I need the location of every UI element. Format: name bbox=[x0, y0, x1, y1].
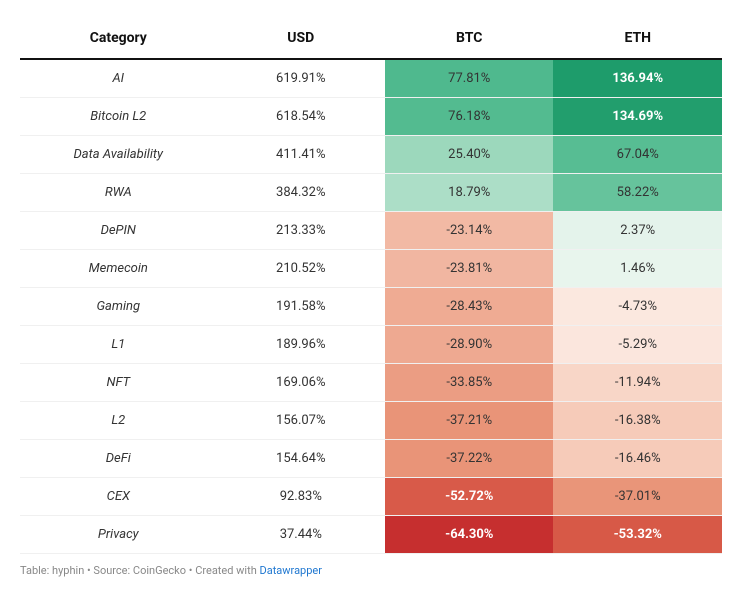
cell-eth: 134.69% bbox=[553, 98, 722, 136]
cell-eth: -37.01% bbox=[553, 478, 722, 516]
cell-usd: 92.83% bbox=[217, 478, 385, 516]
table-row: CEX92.83%-52.72%-37.01% bbox=[20, 478, 722, 516]
cell-btc: -52.72% bbox=[385, 478, 553, 516]
cell-category: AI bbox=[20, 59, 217, 98]
cell-usd: 191.58% bbox=[217, 288, 385, 326]
table-row: AI619.91%77.81%136.94% bbox=[20, 59, 722, 98]
cell-btc: 77.81% bbox=[385, 59, 553, 98]
cell-btc: -37.21% bbox=[385, 402, 553, 440]
cell-eth: -11.94% bbox=[553, 364, 722, 402]
cell-usd: 154.64% bbox=[217, 440, 385, 478]
cell-btc: -33.85% bbox=[385, 364, 553, 402]
cell-usd: 37.44% bbox=[217, 516, 385, 554]
table-row: NFT169.06%-33.85%-11.94% bbox=[20, 364, 722, 402]
table-row: Memecoin210.52%-23.81%1.46% bbox=[20, 250, 722, 288]
credit-link[interactable]: Datawrapper bbox=[260, 564, 322, 577]
col-usd: USD bbox=[217, 20, 385, 59]
cell-category: Memecoin bbox=[20, 250, 217, 288]
cell-eth: -16.46% bbox=[553, 440, 722, 478]
cell-category: DeFi bbox=[20, 440, 217, 478]
cell-usd: 384.32% bbox=[217, 174, 385, 212]
cell-eth: 67.04% bbox=[553, 136, 722, 174]
table-row: L1189.96%-28.90%-5.29% bbox=[20, 326, 722, 364]
cell-usd: 210.52% bbox=[217, 250, 385, 288]
cell-eth: -16.38% bbox=[553, 402, 722, 440]
cell-btc: -28.43% bbox=[385, 288, 553, 326]
performance-table: Category USD BTC ETH AI619.91%77.81%136.… bbox=[20, 20, 722, 554]
table-row: DePIN213.33%-23.14%2.37% bbox=[20, 212, 722, 250]
table-row: Gaming191.58%-28.43%-4.73% bbox=[20, 288, 722, 326]
table-row: DeFi154.64%-37.22%-16.46% bbox=[20, 440, 722, 478]
cell-category: DePIN bbox=[20, 212, 217, 250]
cell-eth: 1.46% bbox=[553, 250, 722, 288]
col-category: Category bbox=[20, 20, 217, 59]
table-row: Data Availability411.41%25.40%67.04% bbox=[20, 136, 722, 174]
cell-category: L2 bbox=[20, 402, 217, 440]
credit-text: Table: hyphin • Source: CoinGecko • Crea… bbox=[20, 564, 260, 577]
header-row: Category USD BTC ETH bbox=[20, 20, 722, 59]
col-btc: BTC bbox=[385, 20, 553, 59]
cell-btc: 18.79% bbox=[385, 174, 553, 212]
cell-category: Data Availability bbox=[20, 136, 217, 174]
cell-eth: -5.29% bbox=[553, 326, 722, 364]
cell-btc: 25.40% bbox=[385, 136, 553, 174]
cell-category: NFT bbox=[20, 364, 217, 402]
table-row: RWA384.32%18.79%58.22% bbox=[20, 174, 722, 212]
cell-eth: -4.73% bbox=[553, 288, 722, 326]
cell-usd: 156.07% bbox=[217, 402, 385, 440]
cell-category: Gaming bbox=[20, 288, 217, 326]
cell-category: Privacy bbox=[20, 516, 217, 554]
cell-btc: -28.90% bbox=[385, 326, 553, 364]
cell-btc: -23.81% bbox=[385, 250, 553, 288]
cell-usd: 618.54% bbox=[217, 98, 385, 136]
cell-usd: 169.06% bbox=[217, 364, 385, 402]
cell-usd: 213.33% bbox=[217, 212, 385, 250]
cell-category: Bitcoin L2 bbox=[20, 98, 217, 136]
cell-btc: -64.30% bbox=[385, 516, 553, 554]
credit-line: Table: hyphin • Source: CoinGecko • Crea… bbox=[20, 564, 722, 577]
cell-usd: 411.41% bbox=[217, 136, 385, 174]
cell-btc: -23.14% bbox=[385, 212, 553, 250]
cell-eth: 2.37% bbox=[553, 212, 722, 250]
cell-eth: 58.22% bbox=[553, 174, 722, 212]
table-row: Privacy37.44%-64.30%-53.32% bbox=[20, 516, 722, 554]
table-row: L2156.07%-37.21%-16.38% bbox=[20, 402, 722, 440]
cell-btc: 76.18% bbox=[385, 98, 553, 136]
cell-eth: 136.94% bbox=[553, 59, 722, 98]
table-row: Bitcoin L2618.54%76.18%134.69% bbox=[20, 98, 722, 136]
cell-category: L1 bbox=[20, 326, 217, 364]
cell-usd: 619.91% bbox=[217, 59, 385, 98]
cell-btc: -37.22% bbox=[385, 440, 553, 478]
cell-usd: 189.96% bbox=[217, 326, 385, 364]
cell-category: RWA bbox=[20, 174, 217, 212]
col-eth: ETH bbox=[553, 20, 722, 59]
cell-eth: -53.32% bbox=[553, 516, 722, 554]
cell-category: CEX bbox=[20, 478, 217, 516]
